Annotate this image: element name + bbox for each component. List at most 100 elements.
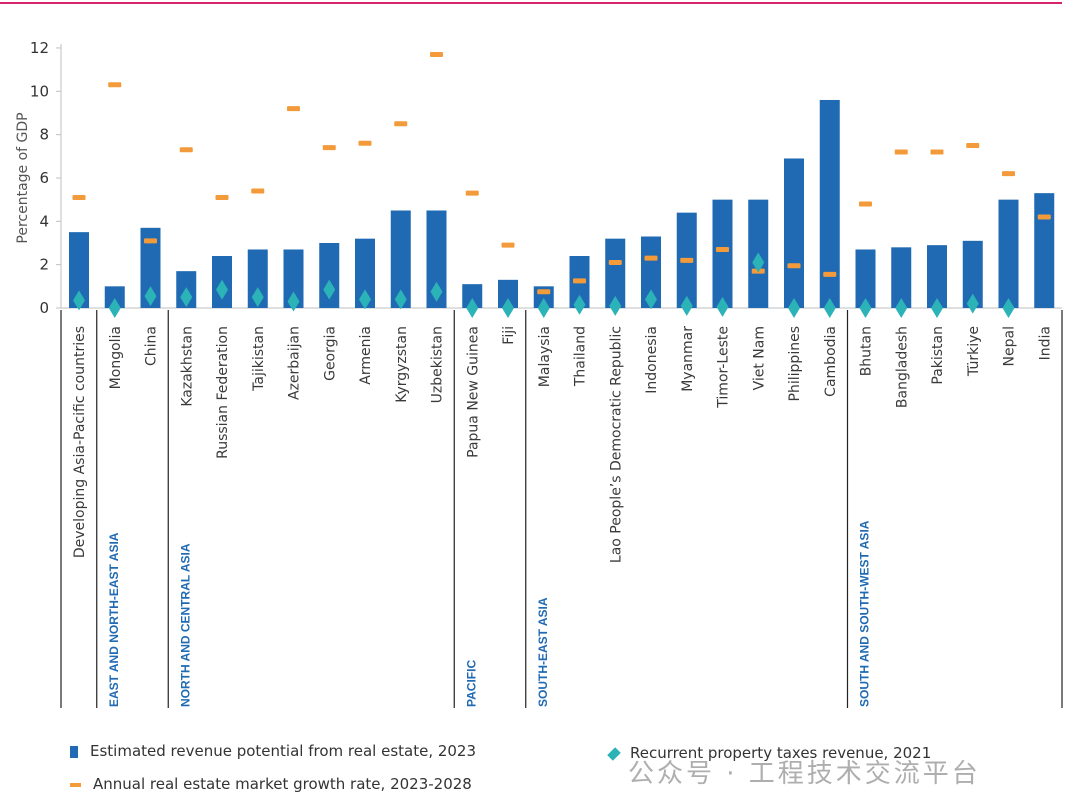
legend-label-revenue: Estimated revenue potential from real es… [90, 742, 477, 760]
bar [462, 284, 483, 308]
growth-marker [465, 190, 479, 196]
growth-marker [144, 238, 157, 244]
growth-marker [966, 142, 980, 148]
category-labels: Developing Asia-Pacific countries Mongoli… [72, 326, 1053, 563]
legend-item-growth: Annual real estate market growth rate, 2… [70, 775, 472, 793]
bar [426, 210, 447, 308]
category-label: Cambodia [823, 326, 839, 397]
growth-marker [430, 51, 443, 57]
bar [605, 238, 626, 308]
growth-marker [358, 140, 372, 146]
bar [998, 199, 1019, 308]
growth-marker [608, 259, 622, 265]
growth-marker [894, 149, 908, 155]
category-label: Viet Nam [751, 326, 767, 390]
category-label: China [144, 326, 160, 366]
category-label: Georgia [322, 326, 338, 381]
growth-marker [823, 271, 837, 277]
growth-marker [251, 188, 265, 194]
category-label: Uzbekistan [430, 326, 446, 403]
y-tick-label: 4 [39, 212, 49, 230]
growth-marker [930, 149, 944, 155]
bar [247, 249, 268, 308]
legend-swatch-diamond-icon [607, 746, 621, 761]
tax-marker [430, 281, 443, 302]
legend-label-growth: Annual real estate market growth rate, 2… [93, 775, 472, 793]
tax-marker [1002, 298, 1015, 318]
growth-marker [644, 255, 658, 261]
group-label: EAST AND NORTH-EAST ASIA [107, 532, 121, 707]
group-label: PACIFIC [464, 660, 478, 707]
category-label: Armenia [358, 326, 374, 385]
y-tick-label: 6 [39, 169, 49, 187]
tax-marker [394, 289, 407, 310]
growth-marker [394, 121, 408, 127]
category-label: Fiji [501, 326, 517, 345]
category-label: Russian Federation [215, 326, 231, 459]
category-label: Papua New Guinea [465, 326, 481, 458]
category-label: Myanmar [680, 326, 696, 392]
bar [784, 158, 804, 308]
bar [712, 199, 733, 308]
tax-marker [573, 294, 586, 315]
bar [819, 99, 840, 308]
category-label: Lao People’s Democratic Republic [608, 326, 624, 563]
category-label: Pakistan [930, 326, 946, 385]
tax-marker [788, 298, 800, 318]
bar [641, 236, 661, 308]
growth-marker [322, 145, 336, 151]
legend-swatch-dash-icon [70, 782, 81, 787]
tax-marker [752, 252, 765, 273]
category-label: Türkiye [966, 326, 982, 377]
tax-marker [73, 290, 85, 311]
category-label: Kyrgyzstan [394, 326, 410, 403]
growth-marker [108, 82, 122, 88]
tax-marker [645, 289, 657, 310]
bar [104, 286, 125, 308]
tax-marker [144, 286, 157, 307]
growth-marker [680, 257, 694, 263]
bar [962, 240, 983, 308]
growth-marker [859, 201, 872, 207]
category-label: Mongolia [108, 326, 124, 389]
legend-item-revenue: Estimated revenue potential from real es… [70, 742, 476, 760]
growth-marker [787, 263, 801, 269]
bar [283, 249, 304, 308]
growth-marker [72, 194, 86, 200]
bar [855, 249, 876, 308]
bars [69, 99, 1055, 308]
bar [498, 279, 518, 308]
growth-marker [179, 147, 193, 153]
growth-marker [537, 289, 551, 295]
growth-marker [215, 194, 229, 200]
legend-swatch-bar-icon [70, 745, 78, 758]
bar [69, 232, 89, 308]
growth-marker [1002, 171, 1015, 177]
tax-marker [680, 295, 693, 316]
tax-marker [537, 298, 550, 318]
y-tick-label: 8 [39, 126, 49, 144]
growth-marker [573, 278, 586, 284]
bar [140, 227, 161, 308]
category-label: Tajikistan [251, 326, 267, 392]
y-tick-label: 10 [30, 82, 49, 100]
y-tick-label: 2 [39, 256, 49, 274]
y-axis-label: Percentage of GDP [15, 112, 31, 243]
tax-marker [931, 298, 943, 318]
category-label: Developing Asia-Pacific countries [72, 326, 88, 558]
tax-marker [216, 279, 228, 300]
tax-marker [323, 279, 336, 300]
bar [319, 242, 340, 308]
category-label: Kazakhstan [179, 326, 195, 407]
bar [927, 245, 947, 308]
tax-marker [108, 298, 121, 318]
legend-item-tax: Recurrent property taxes revenue, 2021 [607, 744, 931, 762]
tax-marker [716, 296, 729, 317]
group-label: SOUTH-EAST ASIA [536, 597, 550, 707]
growth-marker [716, 246, 729, 252]
bar [1034, 193, 1055, 308]
group-label: SOUTH AND SOUTH-WEST ASIA [858, 520, 872, 707]
tax-marker [609, 295, 622, 316]
markers [72, 51, 1051, 318]
